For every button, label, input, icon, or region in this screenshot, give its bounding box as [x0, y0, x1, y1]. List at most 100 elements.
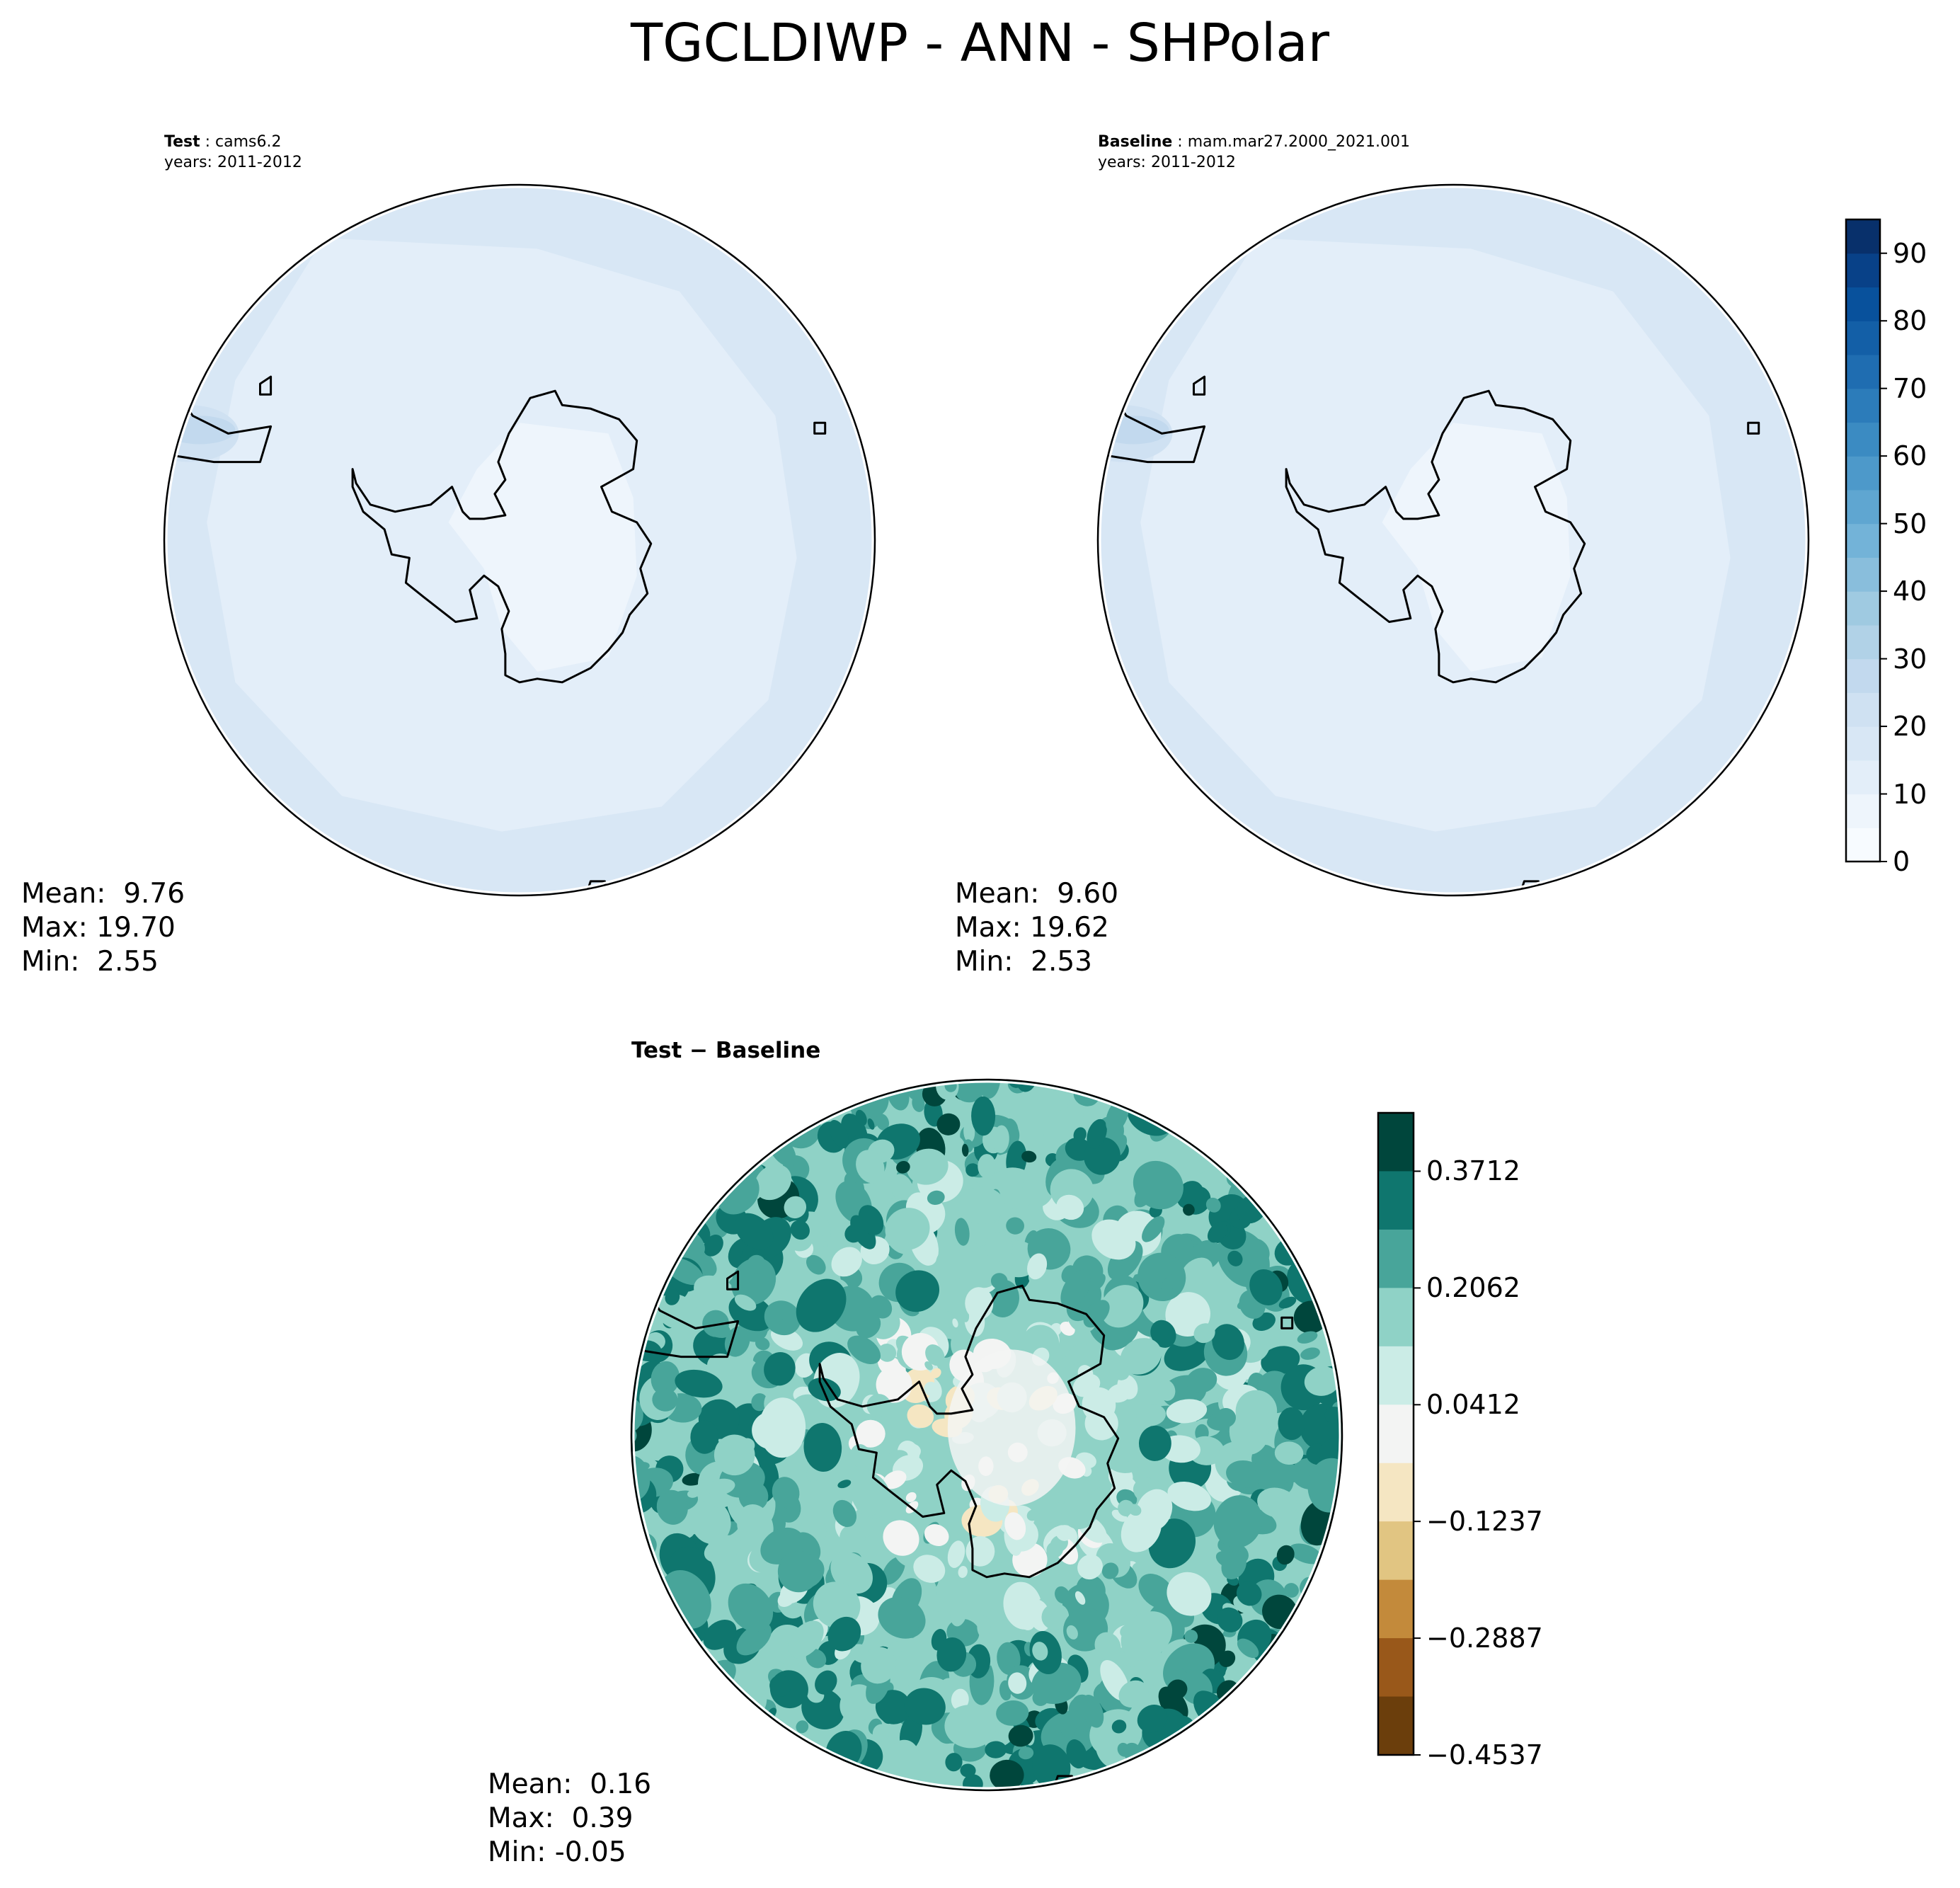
colorbar-diff-tick-label: −0.1237	[1426, 1506, 1543, 1538]
field-antarctic-interior	[448, 423, 637, 672]
field-cell	[930, 1368, 941, 1378]
colorbar-main-level	[1846, 658, 1880, 693]
colorbar-main-tick-label: 60	[1893, 440, 1927, 472]
colorbar-main-tick-label: 70	[1893, 372, 1927, 404]
field-cell	[1100, 1285, 1144, 1328]
field-cell	[872, 1724, 890, 1742]
colorbar-main-frame	[1845, 218, 1881, 863]
field-cell	[1121, 1506, 1162, 1552]
test-panel-header: Test : cams6.2 years: 2011-2012	[164, 133, 302, 171]
field-cell	[1008, 1672, 1027, 1694]
field-cell	[1059, 1716, 1076, 1739]
field-cell	[1138, 1574, 1175, 1609]
field-cell	[990, 1273, 1008, 1289]
field-cell	[1116, 1370, 1130, 1380]
colorbar-diff-level	[1378, 1113, 1414, 1172]
field-cell	[1276, 1545, 1295, 1565]
field-cell	[704, 1535, 742, 1563]
field-cell	[885, 1208, 930, 1250]
field-cell	[735, 1213, 774, 1250]
colorbar-diff-level	[1378, 1171, 1414, 1230]
diff-mean: 0.16	[590, 1768, 652, 1800]
field-cell	[905, 1492, 917, 1502]
field-cell	[990, 1759, 1024, 1790]
field-cell	[1101, 1562, 1119, 1579]
field-cell	[855, 1109, 867, 1126]
field-cell	[1236, 1581, 1262, 1606]
field-cell	[971, 1096, 996, 1136]
coastline-antarctica	[818, 1284, 1120, 1579]
field-cell	[1133, 1160, 1184, 1210]
field-cell	[913, 1555, 946, 1583]
field-cell	[665, 1289, 680, 1305]
field-cell	[1112, 1431, 1142, 1462]
diff-stats: Mean: 0.16 Max: 0.39 Min: -0.05	[488, 1768, 652, 1868]
baseline-stats: Mean: 9.60 Max: 19.62 Min: 2.53	[955, 878, 1119, 978]
field-cell	[690, 1420, 719, 1454]
field-cell	[1091, 1274, 1106, 1291]
coastline-island	[813, 421, 827, 435]
field-cell	[812, 1234, 826, 1249]
field-cell	[831, 1247, 862, 1277]
field-cell	[896, 1160, 910, 1174]
field-cell	[867, 1118, 875, 1130]
field-cell	[875, 1690, 912, 1724]
field-cell	[936, 1245, 975, 1280]
colorbar-main-level	[1846, 422, 1880, 457]
colorbar-diff-level	[1378, 1288, 1414, 1347]
field-cell	[965, 1163, 980, 1177]
field-cell	[690, 1499, 731, 1544]
field-cell	[728, 1583, 774, 1632]
field-cell	[837, 1480, 852, 1489]
field-cell	[827, 1616, 861, 1652]
diff-min: -0.05	[554, 1836, 626, 1868]
field-cell	[926, 1610, 946, 1627]
colorbar-main-level	[1846, 253, 1880, 288]
colorbar-main-level	[1846, 287, 1880, 321]
field-cell	[1117, 1742, 1130, 1757]
colorbar-diff-tick-label: −0.2887	[1426, 1623, 1543, 1654]
field-cell	[1274, 1441, 1304, 1465]
colorbar-main-tick-label: 40	[1893, 576, 1927, 607]
field-cell	[936, 1302, 946, 1312]
field-cell	[847, 1335, 881, 1365]
field-cell	[660, 1504, 677, 1523]
map-inner-ring	[1099, 185, 1808, 895]
field-cell	[737, 1504, 774, 1547]
field-cell	[803, 1423, 842, 1472]
field-indian-ocean-patch	[814, 518, 864, 583]
field-cell	[1083, 1300, 1110, 1328]
field-cell	[1004, 1512, 1026, 1540]
colorbar-diff-level	[1378, 1579, 1414, 1639]
field-cell	[790, 1220, 810, 1240]
field-cell	[958, 1186, 1005, 1224]
baseline-label: Baseline	[1098, 133, 1173, 151]
baseline-case-name: mam.mar27.2000_2021.001	[1187, 133, 1410, 151]
field-cell	[1205, 1197, 1221, 1213]
field-cell	[924, 1361, 933, 1371]
field-cell	[907, 1404, 934, 1429]
field-cell	[1164, 1337, 1210, 1371]
field-cell	[1032, 1642, 1048, 1661]
field-cell	[675, 1369, 723, 1398]
field-cell	[1213, 1495, 1263, 1548]
field-cell	[767, 1707, 777, 1718]
field-cell	[977, 1615, 991, 1638]
field-cell	[958, 1566, 968, 1578]
field-cell	[1304, 1366, 1340, 1396]
coastline-antarctica	[1285, 389, 1586, 684]
field-cell	[1065, 1343, 1089, 1366]
colorbar-main-level	[1846, 523, 1880, 558]
field-cell	[806, 1468, 818, 1482]
field-cell	[755, 1164, 792, 1201]
field-antarctic-interior	[1382, 423, 1571, 672]
field-cell	[731, 1257, 776, 1305]
field-cell	[736, 1623, 772, 1656]
map-boundary	[1096, 183, 1810, 897]
field-cell	[724, 1326, 750, 1357]
field-cell	[759, 1397, 806, 1458]
colorbar-main-level	[1846, 624, 1880, 660]
field-cell	[1135, 1404, 1167, 1426]
colorbar-diff-level	[1378, 1463, 1414, 1522]
field-cell	[706, 1354, 736, 1379]
